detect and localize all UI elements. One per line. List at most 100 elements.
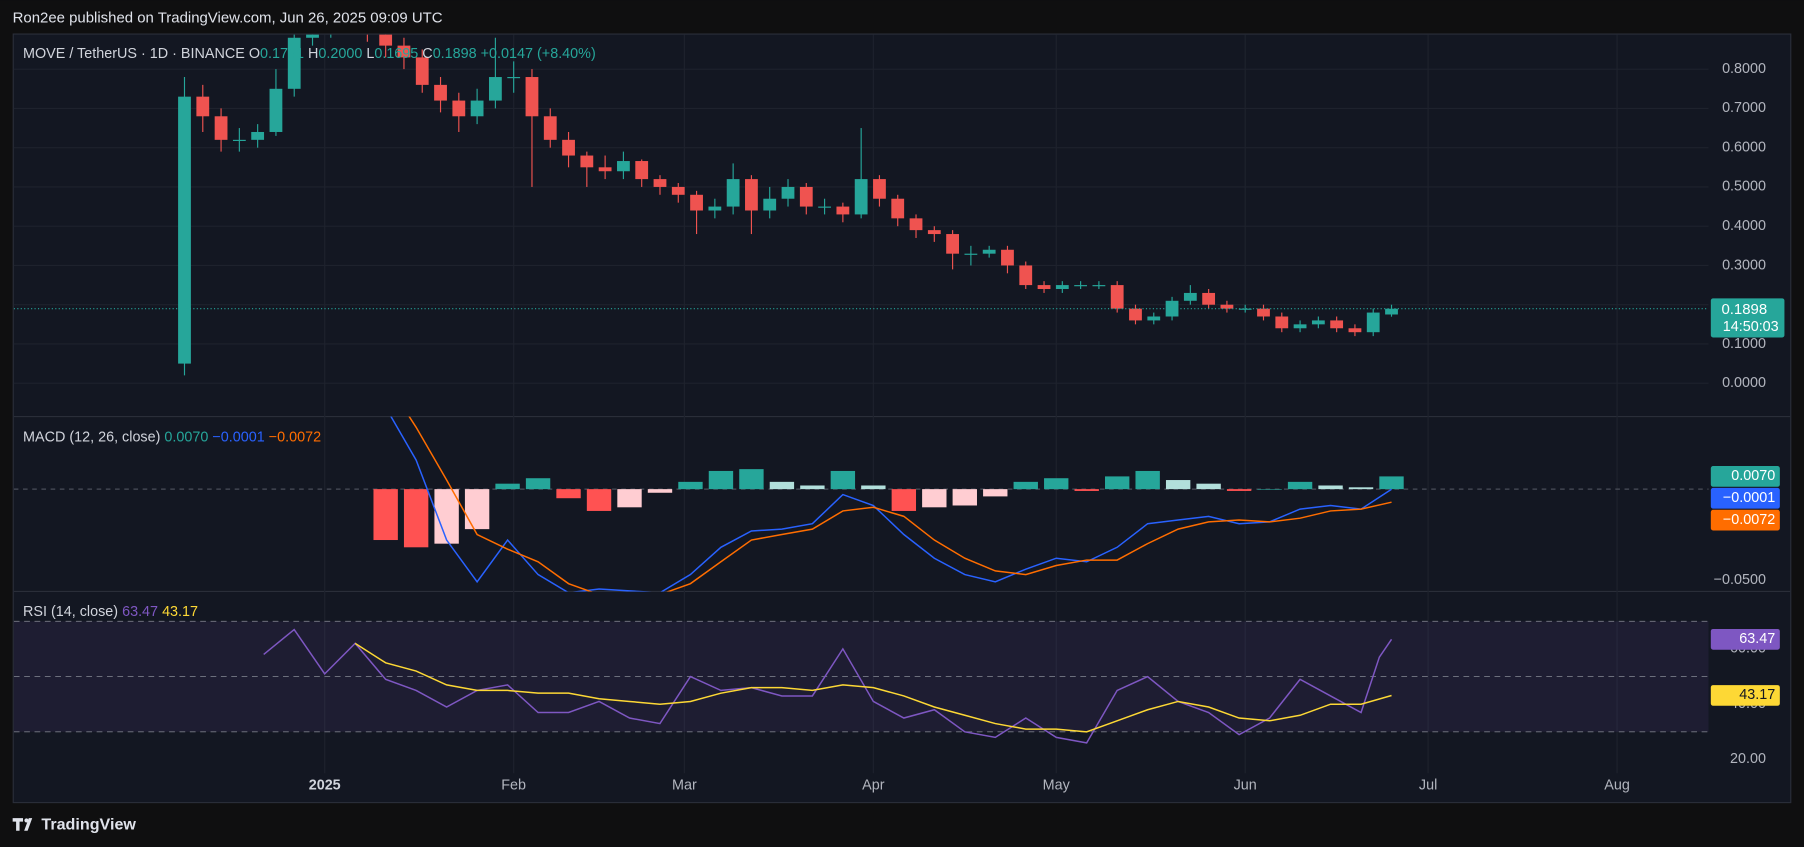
indicator-value: −0.0072 [269,429,321,445]
candle-body [507,77,521,79]
candle-body [891,198,905,219]
candle-body [397,45,411,58]
value-box-label: 63.47 [1739,631,1775,647]
candle-body [470,100,484,117]
histogram-bar [373,489,398,541]
candle-body [1366,312,1380,333]
candle-body [781,186,795,199]
candle-body [690,194,703,211]
candle-body [1220,304,1234,309]
histogram-bar [1318,485,1343,490]
y-tick-label: 0.5000 [1722,179,1766,195]
signal-line [408,416,1392,592]
ohlc-legend: C [422,46,432,62]
histogram-bar [556,489,581,499]
histogram-bar [1135,470,1160,490]
countdown: 14:50:03 [1723,319,1779,335]
candle-body [708,206,722,211]
candle-body [379,34,393,46]
candle-body [635,161,649,180]
candle-body [927,230,941,235]
axes: 2025 Feb Mar Apr May Jun Jul Aug 0.0000 0.1000 0.2… [23,46,1785,794]
histogram-bar [434,489,459,544]
candle-body [214,116,228,140]
candle-body [525,77,539,117]
candle-body [873,179,886,199]
candle-body [909,218,923,231]
ohlc-legend: 0.1898 [433,46,477,62]
candle-body [1165,300,1179,317]
candle-body [818,206,831,208]
candle-body [306,34,319,38]
histogram-bar [891,489,917,511]
histogram-bar [1013,481,1038,490]
y-tick-label: 0.7000 [1722,100,1766,116]
indicator-value: 43.17 [162,604,198,620]
candle-body [836,206,850,215]
candle-body [598,167,612,172]
footer-logo [12,818,33,831]
histogram-bar [495,483,520,490]
macd-pane [13,416,1709,592]
candle-body [1110,285,1124,309]
candle-body [196,96,210,117]
histogram-bar [1348,487,1374,490]
candle-body [1037,285,1051,290]
histogram-bar [678,481,703,490]
y-tick-label: 0.6000 [1722,139,1766,155]
x-tick-label: 2025 [309,778,341,794]
value-box-label: −0.0072 [1723,512,1775,528]
candle-body [232,139,246,141]
candle-body [1202,292,1216,305]
histogram-bar [1257,489,1282,490]
indicator-value: 63.47 [122,604,158,620]
histogram-bar [1287,481,1313,490]
candle-body [178,96,191,364]
histogram-bar [952,489,977,506]
candle-body [1092,285,1106,287]
ohlc-legend: H [308,46,318,62]
candle-body [653,179,667,187]
histogram-bar [403,489,429,548]
histogram-bar [647,489,673,493]
value-box [1710,509,1780,531]
histogram-bar [1196,483,1221,490]
candle-body [745,179,758,211]
rsi-line [354,642,1392,733]
candle-body [1293,324,1307,329]
price-box-label: 0.1898 [1721,301,1767,318]
publish-note: Ron2ee published on TradingView.com, Jun… [13,9,443,26]
x-tick-label: May [1043,778,1071,794]
candle-body [562,139,575,156]
candle-body [946,234,959,254]
value-box [1710,487,1780,509]
ohlc-legend: O [249,46,260,62]
indicator-value: −0.0001 [212,429,264,445]
price-box [1710,298,1785,338]
histogram-bar [1226,489,1252,491]
candle-body [488,77,502,101]
pane-legend: MACD (12, 26, close) 0.0070 −0.0001 −0.0… [23,429,321,445]
candle-body [1257,308,1270,317]
histogram-bar [617,489,642,508]
x-tick-label: Aug [1604,778,1630,794]
footer-brand: TradingView [41,815,136,833]
candle-body [1183,292,1197,301]
candle-body [1348,328,1362,333]
y-tick-label: 0.3000 [1722,257,1766,273]
ohlc-legend: 0.1751 [260,46,304,62]
histogram-bar [1074,489,1099,491]
candle-body [1074,285,1088,287]
x-tick-label: Jun [1234,778,1257,794]
candle-body [434,84,447,101]
y-tick-label: 20.00 [1730,751,1766,767]
symbol-title: MOVE / TetherUS · 1D · BINANCE [23,46,245,62]
candle-body [763,198,777,211]
candle-body [617,161,630,172]
x-tick-label: Mar [672,778,697,794]
y-tick-label: 0.1000 [1722,336,1766,352]
histogram-bar [586,489,612,511]
ohlc-legend: 0.2000 [318,46,362,62]
value-box [1710,685,1780,706]
